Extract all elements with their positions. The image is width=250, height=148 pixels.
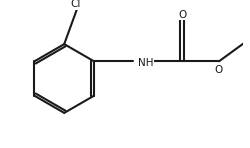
Text: O: O bbox=[214, 65, 222, 75]
Text: Cl: Cl bbox=[70, 0, 81, 9]
Text: O: O bbox=[178, 10, 186, 20]
Text: NH: NH bbox=[138, 58, 154, 68]
